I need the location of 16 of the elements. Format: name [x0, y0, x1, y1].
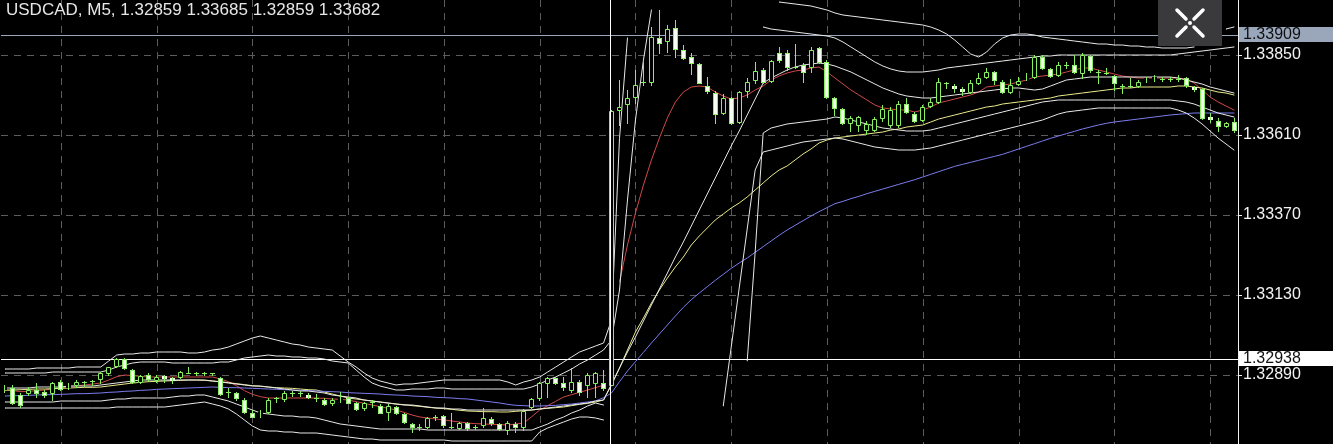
candlestick	[1120, 84, 1125, 94]
ref-line-label: 1.32938	[1243, 349, 1301, 367]
candlestick	[1128, 78, 1133, 88]
y-tick-label: 1.32890	[1243, 365, 1301, 383]
candlestick	[793, 44, 798, 69]
ref-line-label: 1.33909	[1243, 25, 1301, 43]
candlestick	[641, 62, 646, 86]
y-tick-label: 1.33610	[1243, 125, 1301, 143]
candlestick	[1096, 70, 1101, 84]
candlestick	[617, 80, 622, 126]
candlestick	[226, 388, 231, 398]
y-tick-label: 1.33850	[1243, 45, 1301, 63]
chart-title: USDCAD, M5, 1.32859 1.33685 1.32859 1.33682	[6, 0, 381, 19]
y-tick-label: 1.33370	[1243, 205, 1301, 223]
candlestick	[449, 413, 454, 429]
y-tick-label: 1.33130	[1243, 285, 1301, 303]
